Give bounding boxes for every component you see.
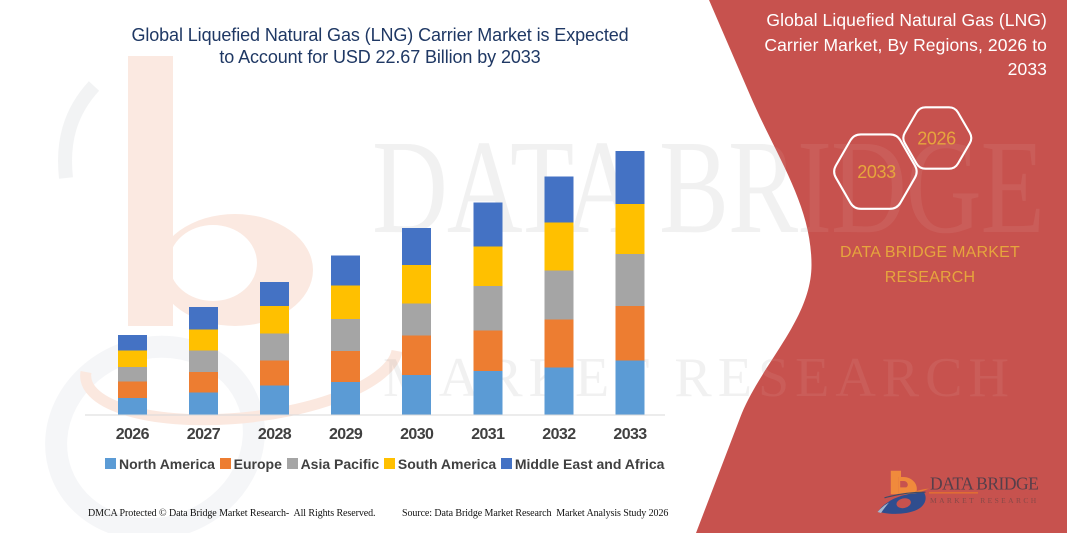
svg-text:2028: 2028 — [258, 426, 292, 443]
svg-text:2027: 2027 — [187, 426, 221, 443]
svg-text:2033: 2033 — [857, 162, 896, 182]
svg-text:2033: 2033 — [613, 426, 647, 443]
svg-text:2030: 2030 — [400, 426, 434, 443]
svg-text:MARKET RESEARCH: MARKET RESEARCH — [930, 496, 1039, 505]
svg-text:2026: 2026 — [116, 426, 150, 443]
svg-text:2029: 2029 — [329, 426, 363, 443]
svg-text:2031: 2031 — [471, 426, 505, 443]
svg-text:DATA BRIDGE: DATA BRIDGE — [930, 474, 1038, 494]
svg-text:2032: 2032 — [542, 426, 576, 443]
svg-text:2026: 2026 — [917, 129, 956, 149]
